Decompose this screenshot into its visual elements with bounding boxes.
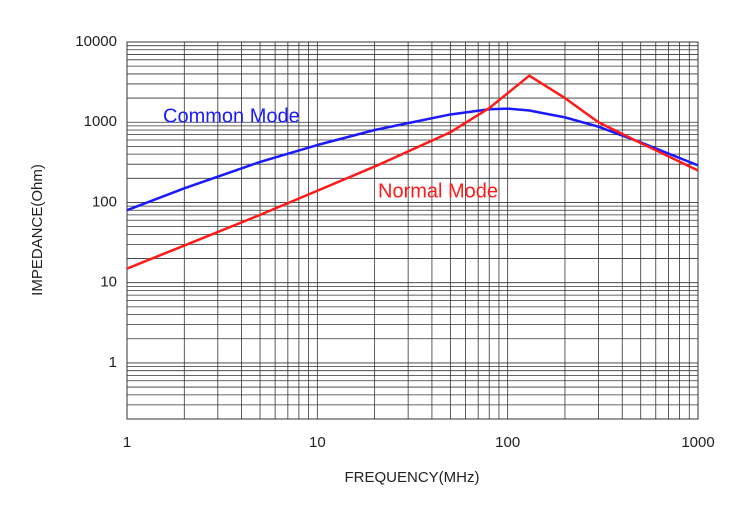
series-line bbox=[126, 74, 699, 270]
x-tick-label: 100 bbox=[495, 434, 520, 451]
y-tick-label: 1 bbox=[109, 354, 117, 371]
x-tick-label: 1000 bbox=[681, 434, 714, 451]
y-tick-label: 100 bbox=[92, 193, 117, 210]
series-label: Normal Mode bbox=[378, 180, 498, 202]
x-tick-label: 10 bbox=[309, 434, 326, 451]
x-tick-label: 1 bbox=[123, 434, 131, 451]
y-tick-label: 10 bbox=[100, 274, 117, 291]
x-axis-title: FREQUENCY(MHz) bbox=[345, 469, 480, 486]
y-tick-label: 1000 bbox=[84, 113, 117, 130]
plot-frame bbox=[126, 41, 699, 420]
y-axis-title: IMPEDANCE(Ohm) bbox=[29, 164, 46, 296]
series-label: Common Mode bbox=[163, 105, 300, 127]
y-tick-label: 10000 bbox=[75, 33, 117, 50]
